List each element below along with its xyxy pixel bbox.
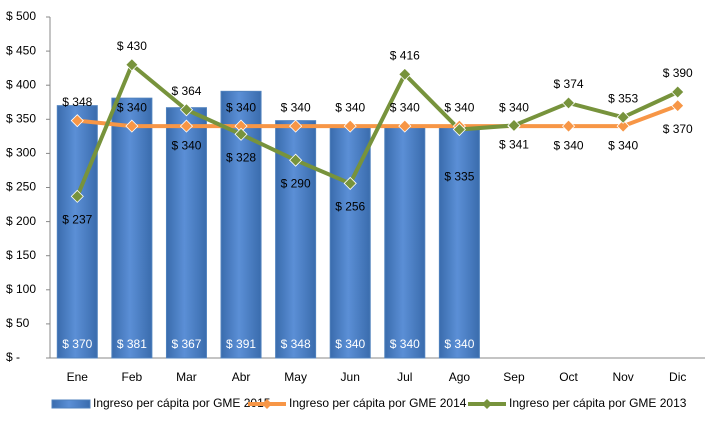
marker [671, 99, 685, 113]
x-tick-label: Jun [341, 370, 360, 384]
bar [384, 125, 426, 359]
x-tick-label: Sep [503, 370, 525, 384]
x-tick-label: Ago [449, 370, 471, 384]
marker [671, 85, 685, 99]
line-value-label: $ 374 [554, 77, 584, 91]
legend-marker [482, 399, 492, 409]
line-value-label: $ 430 [117, 39, 147, 53]
bar [329, 125, 371, 359]
bar-value-label: $ 391 [226, 337, 256, 351]
line-value-label: $ 340 [117, 100, 147, 114]
line-value-label: $ 416 [390, 48, 420, 62]
line-value-label: $ 340 [444, 100, 474, 114]
line-value-label: $ 353 [608, 91, 638, 105]
marker [289, 153, 303, 167]
line-value-label: $ 348 [62, 95, 92, 109]
y-tick-label: $ 300 [6, 146, 36, 160]
line-value-label: $ 340 [171, 138, 201, 152]
bar [111, 97, 153, 359]
bar-value-label: $ 367 [171, 337, 201, 351]
marker [343, 119, 357, 133]
x-tick-label: Abr [232, 370, 251, 384]
bar [56, 105, 98, 359]
x-tick-label: Ene [67, 370, 89, 384]
legend-label: Ingreso per cápita por GME 2014 [289, 396, 467, 410]
marker [398, 67, 412, 81]
bar-value-label: $ 340 [390, 337, 420, 351]
line-value-label: $ 341 [499, 138, 529, 152]
marker [179, 119, 194, 133]
bar-value-label: $ 370 [62, 337, 92, 351]
line-value-label: $ 340 [335, 100, 365, 114]
y-tick-label: $ 100 [6, 282, 36, 296]
y-tick-label: $ 450 [6, 43, 36, 57]
x-tick-label: Nov [612, 370, 633, 384]
legend-marker [262, 399, 272, 409]
line-value-label: $ 370 [663, 122, 693, 136]
marker [125, 58, 139, 72]
x-tick-label: Dic [669, 370, 686, 384]
x-tick-label: Feb [122, 370, 143, 384]
line-value-label: $ 335 [444, 170, 474, 184]
bar [165, 107, 207, 359]
x-tick-label: May [284, 370, 307, 384]
marker [343, 176, 357, 190]
y-tick-label: $ 400 [6, 77, 36, 91]
line-value-label: $ 328 [226, 150, 256, 164]
bar [220, 90, 262, 359]
marker [616, 110, 630, 124]
line-value-label: $ 340 [499, 100, 529, 114]
bar-value-label: $ 340 [444, 337, 474, 351]
y-tick-label: $ 500 [6, 9, 36, 23]
marker [179, 103, 194, 117]
marker [234, 127, 248, 141]
marker [70, 114, 84, 128]
marker [398, 119, 412, 133]
marker [507, 118, 521, 133]
legend-swatch [51, 399, 91, 409]
line-value-label: $ 364 [171, 84, 201, 98]
legend-label: Ingreso per cápita por GME 2013 [509, 396, 687, 410]
legend-label: Ingreso per cápita por GME 2015 [93, 396, 271, 410]
bar-value-label: $ 348 [281, 337, 311, 351]
line-value-label: $ 256 [335, 200, 365, 214]
x-tick-label: Mar [176, 370, 197, 384]
marker [561, 119, 576, 133]
y-tick-label: $ 350 [6, 111, 36, 125]
marker [616, 119, 630, 133]
bar [438, 125, 480, 359]
y-tick-label: $ 250 [6, 180, 36, 194]
line-value-label: $ 340 [390, 100, 420, 114]
line-value-label: $ 340 [554, 138, 584, 152]
marker [70, 189, 84, 203]
marker [289, 119, 303, 133]
line-value-label: $ 237 [62, 213, 92, 227]
line-value-label: $ 340 [226, 100, 256, 114]
x-tick-label: Jul [397, 370, 412, 384]
bar-value-label: $ 381 [117, 337, 147, 351]
y-tick-label: $ 50 [6, 316, 30, 330]
x-tick-label: Oct [559, 370, 578, 384]
line-value-label: $ 340 [608, 138, 638, 152]
line-value-label: $ 290 [281, 176, 311, 190]
line-value-label: $ 340 [281, 100, 311, 114]
marker [125, 119, 139, 133]
marker [561, 96, 576, 110]
y-tick-label: $ - [6, 350, 20, 364]
bar-value-label: $ 340 [335, 337, 365, 351]
line-value-label: $ 390 [663, 66, 693, 80]
y-tick-label: $ 200 [6, 214, 36, 228]
y-tick-label: $ 150 [6, 248, 36, 262]
line [75, 61, 679, 198]
marker [452, 122, 466, 137]
